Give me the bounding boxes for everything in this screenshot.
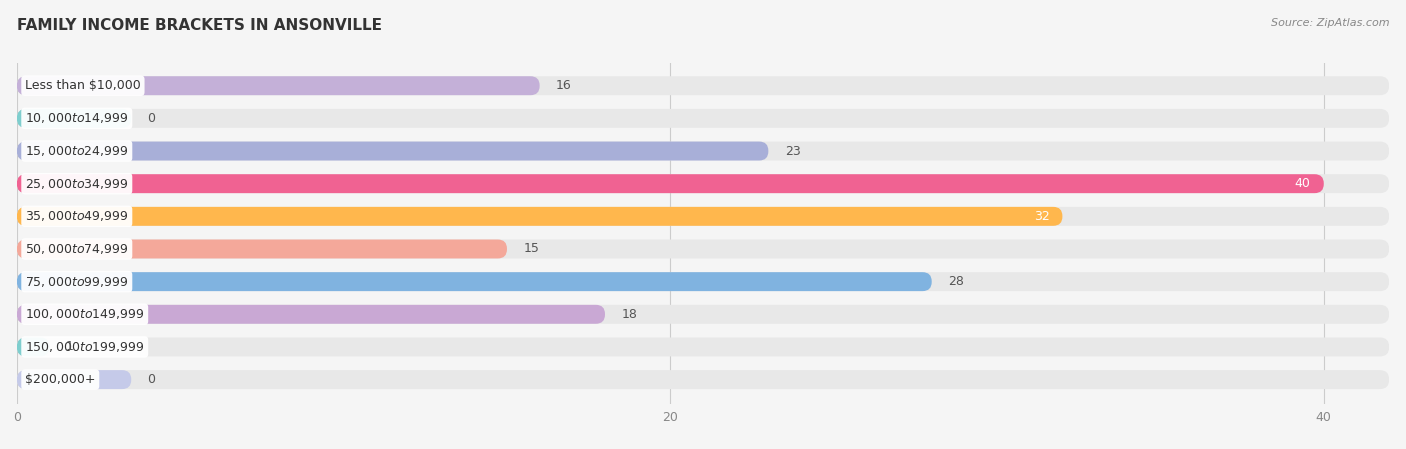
FancyBboxPatch shape — [17, 239, 508, 259]
FancyBboxPatch shape — [17, 338, 1389, 357]
FancyBboxPatch shape — [17, 305, 605, 324]
Text: $35,000 to $49,999: $35,000 to $49,999 — [25, 209, 128, 223]
Text: $75,000 to $99,999: $75,000 to $99,999 — [25, 275, 128, 289]
FancyBboxPatch shape — [17, 272, 1389, 291]
Text: $200,000+: $200,000+ — [25, 373, 96, 386]
Text: 40: 40 — [1295, 177, 1310, 190]
Text: $10,000 to $14,999: $10,000 to $14,999 — [25, 111, 128, 125]
Text: $150,000 to $199,999: $150,000 to $199,999 — [25, 340, 145, 354]
Text: $100,000 to $149,999: $100,000 to $149,999 — [25, 307, 145, 321]
FancyBboxPatch shape — [17, 272, 932, 291]
FancyBboxPatch shape — [17, 338, 49, 357]
Text: 15: 15 — [523, 242, 538, 255]
Text: 23: 23 — [785, 145, 800, 158]
FancyBboxPatch shape — [17, 76, 1389, 95]
Text: $15,000 to $24,999: $15,000 to $24,999 — [25, 144, 128, 158]
FancyBboxPatch shape — [17, 370, 1389, 389]
Text: 16: 16 — [555, 79, 572, 92]
Text: Less than $10,000: Less than $10,000 — [25, 79, 141, 92]
FancyBboxPatch shape — [17, 109, 131, 128]
Text: FAMILY INCOME BRACKETS IN ANSONVILLE: FAMILY INCOME BRACKETS IN ANSONVILLE — [17, 18, 382, 33]
Text: 28: 28 — [948, 275, 965, 288]
FancyBboxPatch shape — [17, 239, 1389, 259]
Text: $25,000 to $34,999: $25,000 to $34,999 — [25, 177, 128, 191]
FancyBboxPatch shape — [17, 76, 540, 95]
FancyBboxPatch shape — [17, 174, 1324, 193]
Text: $50,000 to $74,999: $50,000 to $74,999 — [25, 242, 128, 256]
FancyBboxPatch shape — [17, 305, 1389, 324]
Text: Source: ZipAtlas.com: Source: ZipAtlas.com — [1271, 18, 1389, 28]
FancyBboxPatch shape — [17, 207, 1389, 226]
Text: 1: 1 — [66, 340, 73, 353]
FancyBboxPatch shape — [17, 109, 1389, 128]
Text: 0: 0 — [148, 373, 156, 386]
Text: 0: 0 — [148, 112, 156, 125]
Text: 18: 18 — [621, 308, 637, 321]
FancyBboxPatch shape — [17, 207, 1063, 226]
Text: 32: 32 — [1033, 210, 1049, 223]
FancyBboxPatch shape — [17, 141, 768, 160]
FancyBboxPatch shape — [17, 370, 131, 389]
FancyBboxPatch shape — [17, 141, 1389, 160]
FancyBboxPatch shape — [17, 174, 1389, 193]
